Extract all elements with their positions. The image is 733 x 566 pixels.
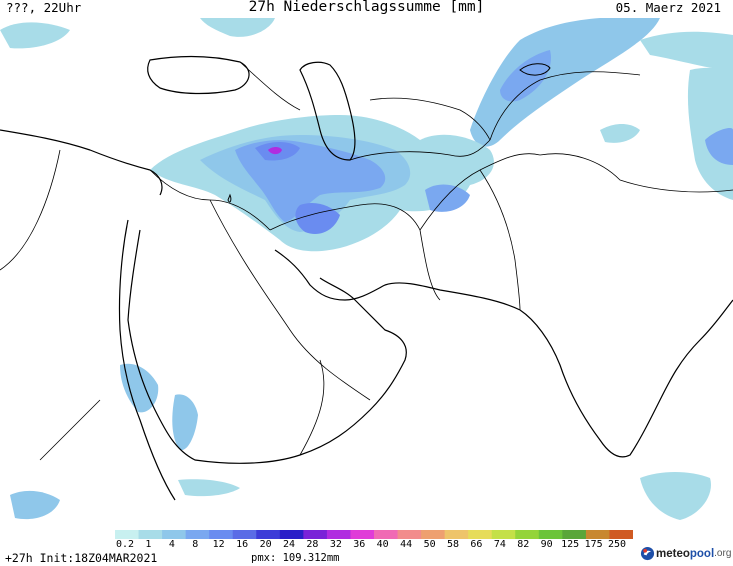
legend-swatch (326, 530, 352, 539)
legend-swatch (162, 530, 187, 539)
legend-labels: 0.2 1 4 8 12 16 20 24 28 32 36 40 44 50 58 66 74 82 90 125 1… (0, 539, 733, 551)
max-precip-label: pmx: 109.312mm (251, 552, 340, 564)
legend-swatch (115, 530, 140, 539)
logo-icon (640, 546, 655, 561)
legend-color-bar (115, 530, 633, 539)
precipitation-map (0, 18, 733, 528)
legend-swatch (515, 530, 540, 539)
logo-text-2: pool (689, 547, 715, 560)
legend-swatch (491, 530, 516, 539)
logo-text-1: meteo (656, 547, 690, 560)
precipitation-field (0, 18, 733, 520)
init-time-label: +27h Init:18Z04MAR2021 (5, 551, 158, 565)
legend-tick-label: 66 (470, 539, 483, 550)
legend-swatch (421, 530, 446, 539)
legend-swatch (397, 530, 422, 539)
legend-swatch (256, 530, 281, 539)
legend-tick-label: 16 (236, 539, 249, 550)
legend-tick-label: 12 (212, 539, 225, 550)
legend-swatch (303, 530, 328, 539)
legend-tick-label: 20 (259, 539, 272, 550)
forecast-time-label: ???, 22Uhr (6, 0, 82, 15)
legend-swatch (468, 530, 493, 539)
legend-tick-label: 44 (400, 539, 413, 550)
legend-tick-label: 175 (584, 539, 603, 550)
legend-tick-label: 8 (192, 539, 199, 550)
meteopool-logo[interactable]: meteo pool .org (640, 546, 731, 561)
legend-tick-label: 24 (282, 539, 296, 550)
legend-tick-label: 250 (607, 539, 627, 550)
legend-tick-label: 28 (306, 539, 319, 550)
legend-swatch (562, 530, 587, 539)
legend-swatch (444, 530, 469, 539)
logo-text-3: .org (714, 548, 732, 559)
valid-date-label: 05. Maerz 2021 (615, 0, 721, 15)
map-outlines (0, 55, 733, 501)
legend-tick-label: 74 (493, 539, 506, 550)
legend-swatch (609, 530, 633, 539)
legend-tick-label: 50 (423, 539, 436, 550)
legend-swatch (538, 530, 563, 539)
legend-tick-label: 90 (540, 539, 553, 550)
legend-tick-label: 32 (329, 539, 342, 550)
map-title: 27h Niederschlagssumme [mm] (248, 0, 485, 15)
legend-tick-label: 1 (145, 539, 152, 550)
legend-swatch (350, 530, 375, 539)
legend-swatch (232, 530, 257, 539)
legend-tick-label: 0.2 (115, 539, 135, 550)
legend-tick-label: 125 (561, 539, 580, 550)
legend-tick-label: 36 (353, 539, 366, 550)
legend-swatch (185, 530, 210, 539)
legend-swatch (209, 530, 234, 539)
legend-tick-label: 82 (517, 539, 530, 550)
legend-tick-label: 58 (446, 539, 460, 550)
legend-swatch (585, 530, 611, 539)
legend-swatch (138, 530, 163, 539)
legend-swatch (374, 530, 399, 539)
legend-tick-label: 4 (168, 539, 175, 550)
legend-swatch (279, 530, 304, 539)
legend-tick-label: 40 (376, 539, 389, 550)
